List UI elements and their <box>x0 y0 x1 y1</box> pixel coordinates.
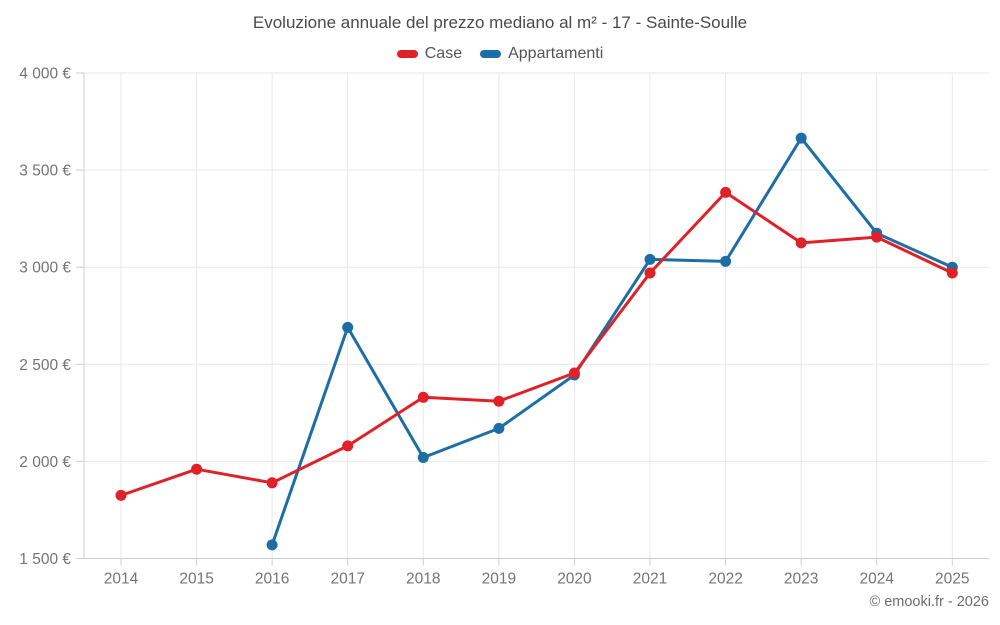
case-data-point[interactable] <box>795 237 807 249</box>
case-data-point[interactable] <box>568 367 580 379</box>
case-data-point[interactable] <box>191 463 203 475</box>
x-tick-label: 2024 <box>859 571 894 588</box>
appartamenti-data-point[interactable] <box>266 539 278 551</box>
appartamenti-data-point[interactable] <box>720 255 732 267</box>
x-tick-label: 2022 <box>708 571 742 588</box>
x-tick-label: 2016 <box>255 571 289 588</box>
copyright-text: © emooki.fr - 2026 <box>869 594 989 610</box>
y-tick-label: 2 000 € <box>19 454 71 471</box>
x-tick-label: 2014 <box>104 571 139 588</box>
case-data-point[interactable] <box>644 267 656 279</box>
appartamenti-data-point[interactable] <box>342 321 354 333</box>
y-tick-label: 3 500 € <box>19 163 71 180</box>
case-data-point[interactable] <box>342 440 354 452</box>
x-tick-label: 2015 <box>179 571 213 588</box>
appartamenti-line <box>270 136 954 547</box>
x-tick-label: 2018 <box>406 571 440 588</box>
legend-label-case: Case <box>424 45 463 62</box>
case-data-point[interactable] <box>266 477 278 489</box>
legend-swatch-appartamenti-icon <box>480 50 502 58</box>
legend-label-appartamenti: Appartamenti <box>508 45 604 62</box>
case-data-point[interactable] <box>417 391 429 403</box>
case-data-point[interactable] <box>720 186 732 198</box>
y-tick-label: 1 500 € <box>19 551 71 568</box>
appartamenti-data-point[interactable] <box>493 422 505 434</box>
case-data-point[interactable] <box>493 395 505 407</box>
appartamenti-data-point[interactable] <box>795 132 807 144</box>
x-tick-label: 2017 <box>330 571 364 588</box>
chart-title: Evoluzione annuale del prezzo mediano al… <box>252 13 748 32</box>
case-line <box>119 190 954 497</box>
x-tick-label: 2025 <box>935 571 969 588</box>
y-tick-label: 4 000 € <box>19 66 71 83</box>
case-data-point[interactable] <box>115 489 127 501</box>
x-tick-label: 2020 <box>557 571 592 588</box>
appartamenti-data-point[interactable] <box>417 452 429 463</box>
x-tick-label: 2019 <box>482 571 516 588</box>
legend-item-case[interactable]: Case <box>396 45 463 63</box>
y-tick-label: 2 500 € <box>19 357 71 374</box>
x-tick-label: 2023 <box>784 571 818 588</box>
chart-legend: Case Appartamenti <box>0 45 1000 63</box>
appartamenti-data-point[interactable] <box>644 253 656 265</box>
case-data-point[interactable] <box>946 267 958 279</box>
y-tick-label: 3 000 € <box>19 260 71 277</box>
case-data-point[interactable] <box>871 231 883 243</box>
legend-item-appartamenti[interactable]: Appartamenti <box>480 45 603 63</box>
legend-swatch-case-icon <box>396 50 418 58</box>
x-tick-label: 2021 <box>633 571 667 588</box>
